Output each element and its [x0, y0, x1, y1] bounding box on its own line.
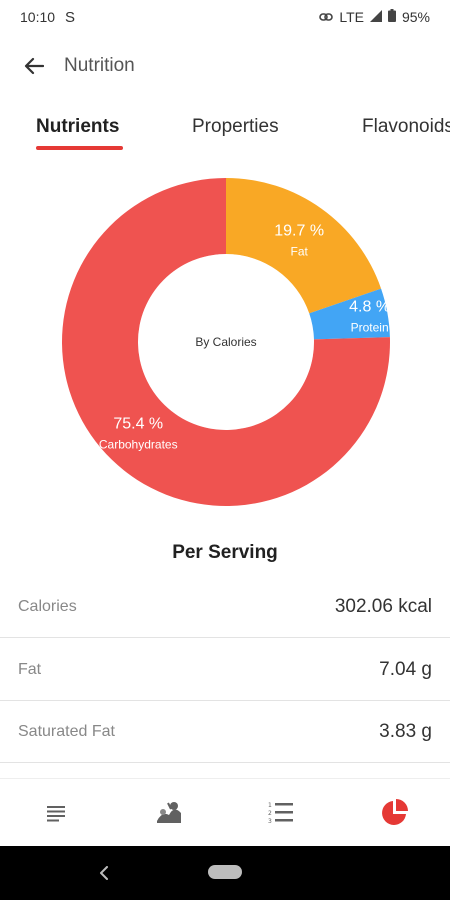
tab-flavonoids[interactable]: Flavonoids — [362, 116, 450, 137]
svg-text:1: 1 — [268, 802, 272, 809]
slice-name-label: Fat — [290, 244, 308, 258]
donut-slice-carbohydrates — [61, 178, 390, 506]
chevron-left-icon — [100, 866, 108, 880]
system-navigation-bar — [0, 846, 450, 900]
nutrient-name: Saturated Fat — [18, 722, 115, 740]
page-title: Nutrition — [64, 55, 135, 76]
svg-text:2: 2 — [268, 810, 272, 817]
nutrient-row: Fat 7.04 g — [0, 639, 450, 701]
nav-nutrition[interactable] — [338, 779, 450, 846]
slice-percent-label: 4.8 % — [349, 299, 390, 316]
app-notification-icon: S — [65, 8, 76, 26]
per-serving-title: Per Serving — [172, 542, 278, 563]
status-right: LTE 95% — [319, 9, 430, 25]
app-bar: Nutrition — [0, 40, 450, 92]
nutrient-value: 302.06 kcal — [334, 595, 432, 617]
svg-text:3: 3 — [268, 818, 272, 825]
nutrient-value: 7.04 g — [379, 658, 432, 680]
slice-name-label: Protein — [351, 321, 389, 335]
link-icon — [319, 9, 334, 25]
donut-svg: By Calories 19.7 % Fat 4.8 % Protein 75.4 % Ca… — [61, 178, 390, 506]
nutrient-row: Calories 302.06 kcal — [0, 576, 450, 638]
slice-percent-label: 19.7 % — [274, 222, 324, 239]
donut-slice-fat — [226, 178, 382, 314]
tab-properties[interactable]: Properties — [192, 116, 279, 137]
bottom-navigation: 1 2 3 — [0, 778, 450, 846]
pie-chart-icon — [381, 798, 408, 825]
nav-ingredients[interactable] — [113, 779, 226, 846]
battery-icon — [387, 9, 396, 25]
nutrient-value: 3.83 g — [379, 720, 432, 742]
battery-level: 95% — [401, 9, 430, 25]
donut-slice-protein — [309, 288, 390, 340]
tab-indicator — [36, 146, 123, 150]
system-back-button[interactable] — [92, 860, 116, 886]
tab-nutrients[interactable]: Nutrients — [36, 116, 120, 137]
status-time: 10:10 — [20, 9, 56, 25]
nav-instructions[interactable]: 1 2 3 — [225, 779, 338, 846]
nutrient-row: Saturated Fat 3.83 g — [0, 701, 450, 763]
back-button[interactable] — [14, 46, 54, 86]
list-icon — [47, 805, 66, 821]
slice-name-label: Carbohydrates — [99, 437, 178, 451]
slice-percent-label: 75.4 % — [113, 415, 163, 432]
donut-center-label: By Calories — [195, 335, 256, 349]
system-home-button[interactable] — [208, 865, 242, 879]
nutrient-name: Fat — [18, 660, 42, 678]
tab-bar: Nutrients Properties Flavonoids — [0, 104, 450, 154]
numbered-list-icon: 1 2 3 — [268, 802, 294, 825]
arrow-back-icon — [24, 57, 44, 75]
network-label: LTE — [339, 9, 364, 25]
nutrient-name: Calories — [18, 597, 77, 615]
nav-description[interactable] — [0, 779, 113, 846]
calorie-donut-chart: By Calories 19.7 % Fat 4.8 % Protein 75.4 % Ca… — [60, 176, 392, 508]
donut-hole — [146, 262, 306, 422]
signal-icon — [369, 9, 382, 25]
status-bar: 10:10 S LTE 95% — [0, 0, 450, 34]
ingredients-icon — [156, 801, 181, 823]
